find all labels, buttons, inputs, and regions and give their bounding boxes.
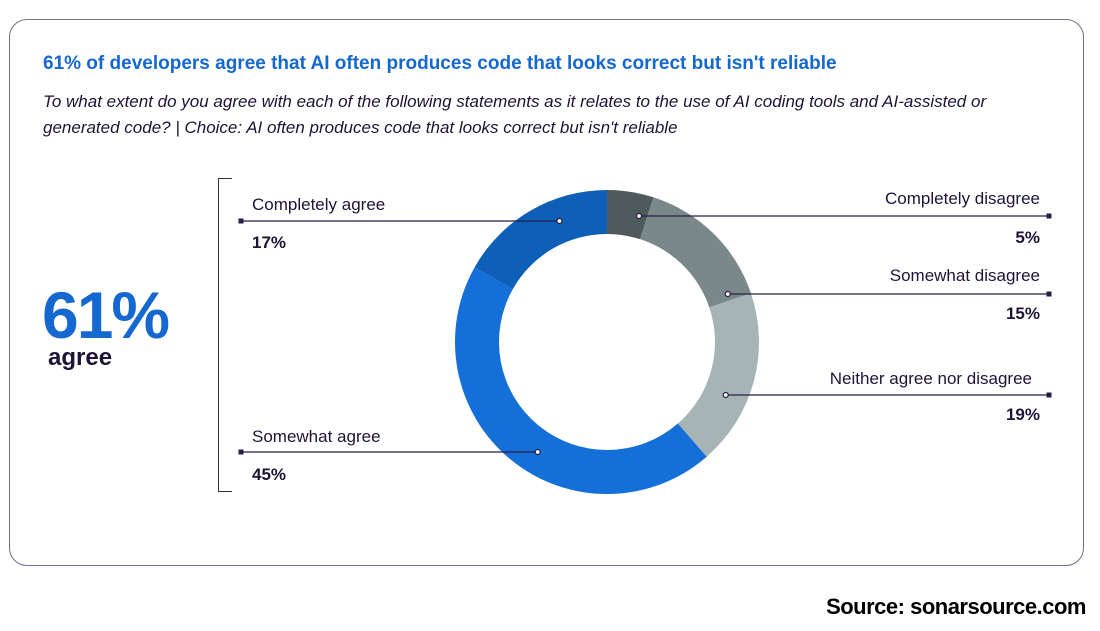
label-neither: Neither agree nor disagree <box>829 369 1032 388</box>
chart-subtitle: To what extent do you agree with each of… <box>43 92 987 137</box>
value-completely-disagree: 5% <box>1015 228 1040 247</box>
leader-dot-completely-disagree <box>635 212 643 220</box>
agree-bracket <box>218 178 232 492</box>
label-completely-agree: Completely agree <box>252 195 386 214</box>
chart-title: 61% of developers agree that AI often pr… <box>43 53 837 74</box>
donut-slice-somewhat-agree <box>455 267 707 494</box>
donut-slice-somewhat-disagree <box>640 197 751 308</box>
source-credit: Source: sonarsource.com <box>826 594 1086 619</box>
label-completely-disagree: Completely disagree <box>885 189 1040 208</box>
leader-dot-completely-agree <box>556 217 563 225</box>
donut-slice-neither <box>677 293 759 457</box>
summary-percentage: 61% <box>42 278 170 352</box>
leader-end-completely-disagree <box>1046 213 1052 219</box>
value-neither: 19% <box>1005 405 1040 424</box>
leader-dot-neither <box>722 391 729 399</box>
leader-end-somewhat-disagree <box>1046 291 1052 297</box>
donut-slice-completely-disagree <box>607 190 654 240</box>
leader-end-somewhat-agree <box>238 449 244 455</box>
value-somewhat-disagree: 15% <box>1005 304 1040 323</box>
summary-label: agree <box>48 344 113 371</box>
value-completely-agree: 17% <box>252 233 287 252</box>
label-somewhat-disagree: Somewhat disagree <box>889 266 1040 285</box>
leader-dot-somewhat-disagree <box>724 290 731 298</box>
leader-end-neither <box>1046 392 1052 398</box>
donut-slice-completely-agree <box>474 190 607 289</box>
leader-dot-somewhat-agree <box>534 448 541 456</box>
label-somewhat-agree: Somewhat agree <box>252 427 381 446</box>
value-somewhat-agree: 45% <box>252 465 287 484</box>
leader-end-completely-agree <box>238 218 244 224</box>
